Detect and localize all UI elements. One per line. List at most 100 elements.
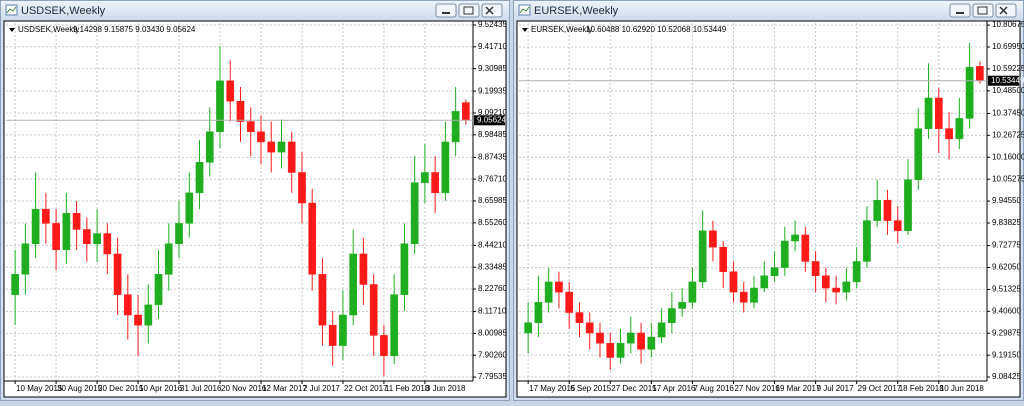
current-price-label: 10.53449: [991, 76, 1024, 85]
candle-body: [740, 292, 747, 302]
x-tick-label: 12 Mar 2017: [262, 384, 307, 393]
candle-body: [730, 272, 737, 292]
candle-body: [925, 98, 932, 129]
y-tick-label: 7.90260: [478, 350, 507, 359]
y-tick-label: 8.76710: [478, 174, 507, 183]
y-tick-label: 8.44210: [478, 240, 507, 249]
candle-body: [904, 180, 911, 231]
close-button[interactable]: [482, 4, 502, 17]
y-tick-label: 9.83825: [992, 218, 1021, 227]
candle-body: [863, 221, 870, 262]
candle-body: [709, 231, 716, 247]
x-tick-label: 20 Nov 2016: [221, 384, 267, 393]
y-tick-label: 8.00985: [478, 328, 507, 337]
candle-body: [247, 122, 254, 132]
candle-body: [155, 274, 162, 305]
candle-body: [12, 274, 19, 294]
x-tick-label: 31 Jul 2016: [180, 384, 222, 393]
chart-ohlc: 9.14298 9.15875 9.03430 9.05624: [73, 25, 196, 34]
y-tick-label: 10.69950: [992, 42, 1024, 51]
candle-body: [874, 200, 881, 220]
y-tick-label: 10.05275: [992, 174, 1024, 183]
y-tick-label: 9.94550: [992, 196, 1021, 205]
candle-body: [689, 282, 696, 302]
x-tick-label: 17 May 2015: [529, 384, 576, 393]
candle-body: [945, 129, 952, 139]
candle-body: [257, 132, 264, 142]
y-tick-label: 9.41710: [478, 42, 507, 51]
chart-area: [4, 21, 506, 397]
candle-body: [339, 315, 346, 346]
y-tick-label: 8.33485: [478, 262, 507, 271]
candle-body: [196, 162, 203, 193]
x-tick-label: 10 Apr 2016: [139, 384, 183, 393]
candle-body: [648, 337, 655, 349]
candle-body: [63, 213, 70, 250]
candle-body: [535, 302, 542, 322]
candle-body: [853, 261, 860, 281]
candle-body: [42, 209, 49, 223]
candle-body: [627, 333, 634, 343]
chart-window: USDSEK,Weekly7.795357.902608.009858.1171…: [1, 1, 510, 401]
x-tick-label: 7 Aug 2016: [693, 384, 734, 393]
candle-body: [432, 172, 439, 192]
candle-body: [391, 295, 398, 356]
candle-body: [186, 193, 193, 224]
candle-body: [134, 315, 141, 325]
maximize-button[interactable]: [459, 4, 479, 17]
candle-body: [93, 234, 100, 244]
chart-symbol: EURSEK,Weekly: [531, 25, 592, 34]
candle-body: [206, 132, 213, 163]
x-tick-label: 22 Oct 2017: [344, 384, 388, 393]
close-button[interactable]: [996, 4, 1016, 17]
candle-body: [319, 274, 326, 325]
x-tick-label: 19 Mar 2017: [776, 384, 821, 393]
x-tick-label: 10 May 2015: [16, 384, 63, 393]
chart-window: EURSEK,Weekly9.084259.191509.298759.4060…: [514, 1, 1024, 401]
y-tick-label: 8.65985: [478, 196, 507, 205]
candle-body: [370, 284, 377, 335]
candle-body: [720, 247, 727, 272]
minimize-button[interactable]: [950, 4, 970, 17]
candle-body: [637, 333, 644, 349]
y-tick-label: 9.19150: [992, 350, 1021, 359]
candle-body: [73, 213, 80, 229]
minimize-button[interactable]: [436, 4, 456, 17]
candle-body: [791, 235, 798, 241]
candle-body: [822, 276, 829, 288]
chart-ohlc: 10.60488 10.62920 10.52068 10.53449: [586, 25, 727, 34]
candle-body: [309, 203, 316, 274]
candle-body: [216, 81, 223, 132]
candle-body: [165, 244, 172, 275]
candle-body: [976, 66, 983, 80]
candle-body: [278, 142, 285, 152]
candle-body: [935, 98, 942, 129]
candle-body: [586, 323, 593, 333]
candle-body: [124, 295, 131, 315]
y-tick-label: 9.52435: [478, 20, 507, 29]
candle-body: [833, 288, 840, 292]
chart-area: [517, 21, 1020, 397]
y-tick-label: 10.80675: [992, 20, 1024, 29]
y-tick-label: 9.51325: [992, 285, 1021, 294]
candle-body: [421, 172, 428, 182]
x-tick-label: 6 Sep 2015: [570, 384, 611, 393]
candle-body: [83, 229, 90, 243]
candle-body: [104, 234, 111, 254]
candle-body: [401, 244, 408, 295]
candle-body: [607, 343, 614, 357]
x-tick-label: 27 Nov 2016: [734, 384, 780, 393]
candle-body: [360, 254, 367, 285]
candle-body: [750, 288, 757, 302]
candle-body: [462, 103, 469, 121]
y-tick-label: 8.87435: [478, 152, 507, 161]
x-tick-label: 30 Aug 2015: [57, 384, 102, 393]
candle-body: [894, 221, 901, 231]
y-tick-label: 8.98485: [478, 130, 507, 139]
y-tick-label: 10.48500: [992, 86, 1024, 95]
x-tick-label: 17 Apr 2016: [652, 384, 696, 393]
window-title: EURSEK,Weekly: [534, 5, 619, 17]
y-tick-label: 8.11710: [478, 307, 507, 316]
maximize-button[interactable]: [973, 4, 993, 17]
candle-body: [350, 254, 357, 315]
